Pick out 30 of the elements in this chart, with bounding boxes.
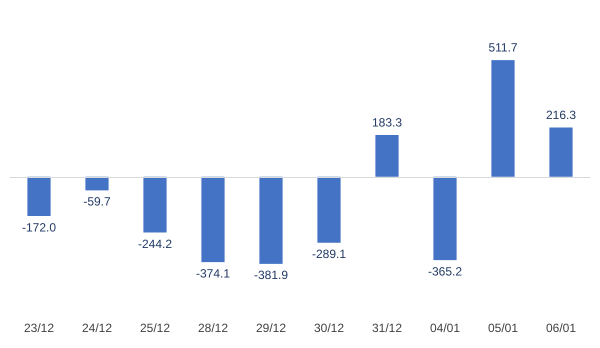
- data-label: -365.2: [428, 264, 462, 278]
- data-label: 511.7: [488, 40, 518, 54]
- bar: [317, 176, 341, 243]
- x-tick-label: 25/12: [140, 321, 170, 336]
- x-tick-label: 24/12: [82, 321, 112, 336]
- bar: [491, 60, 515, 177]
- data-label: -244.2: [138, 236, 172, 251]
- data-label: -374.1: [196, 266, 230, 280]
- bar: [27, 176, 51, 216]
- data-label: 216.3: [546, 108, 576, 122]
- bar: [201, 176, 225, 262]
- data-label: -381.9: [254, 268, 288, 282]
- x-tick-label: 29/12: [256, 321, 286, 336]
- data-label: -289.1: [312, 247, 346, 262]
- bar: [375, 135, 399, 177]
- data-label: -59.7: [83, 194, 111, 209]
- x-tick-label: 30/12: [314, 321, 344, 336]
- data-label: -172.0: [22, 220, 56, 234]
- x-tick-label: 06/01: [546, 321, 576, 336]
- bar: [433, 176, 457, 260]
- bar: [549, 127, 573, 177]
- x-tick-label: 31/12: [372, 321, 402, 336]
- x-tick-label: 05/01: [488, 321, 518, 336]
- bar: [143, 176, 167, 232]
- bar: [259, 176, 283, 264]
- bar: [85, 176, 109, 190]
- data-label: 183.3: [372, 115, 402, 130]
- x-tick-label: 04/01: [430, 321, 460, 336]
- x-tick-label: 28/12: [198, 321, 228, 336]
- x-tick-label: 23/12: [24, 321, 54, 336]
